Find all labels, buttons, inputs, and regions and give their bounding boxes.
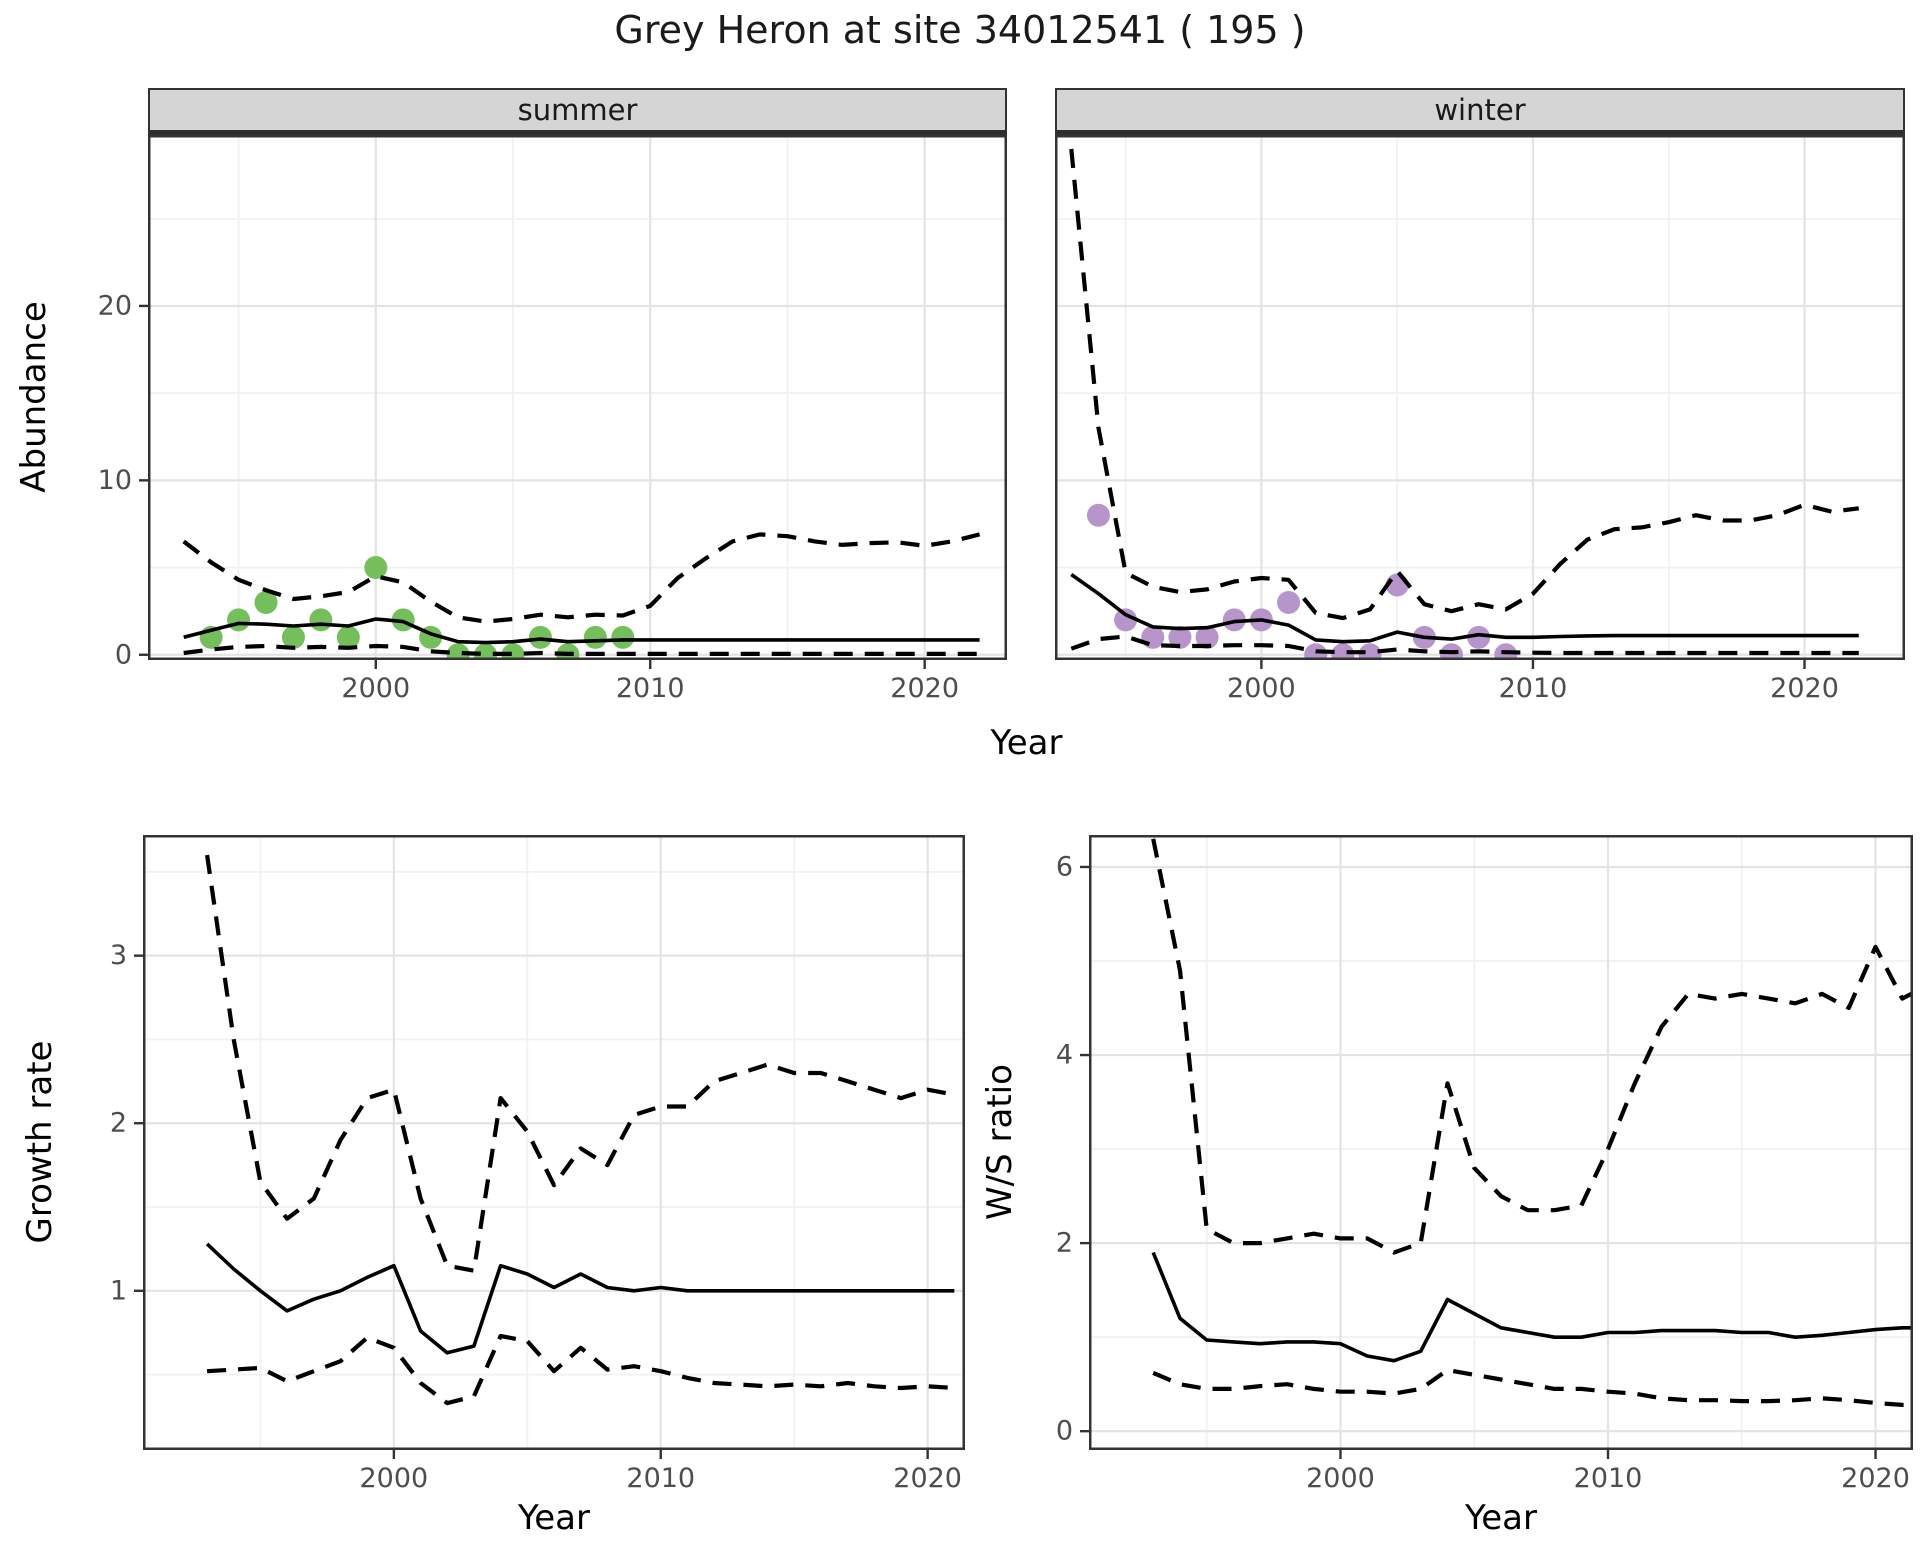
data-point-observed-count bbox=[1358, 643, 1382, 660]
data-point-observed-count bbox=[583, 625, 607, 649]
y-tick-label: 1 bbox=[110, 1275, 127, 1306]
x-tick-label: 2020 bbox=[1770, 673, 1839, 704]
y-tick-label: 0 bbox=[1056, 1416, 1073, 1447]
x-axis-title-year-bottom-left: Year bbox=[518, 1498, 590, 1538]
series-line-median bbox=[183, 617, 980, 645]
y-tick-label: 20 bbox=[98, 290, 132, 321]
series-line-median bbox=[1070, 573, 1859, 644]
facet-strip-summer: summer bbox=[148, 88, 1007, 135]
x-axis-title-year-bottom-right: Year bbox=[1465, 1498, 1537, 1538]
series-line-median bbox=[1151, 1251, 1913, 1363]
y-tick-label: 2 bbox=[110, 1108, 127, 1139]
data-point-observed-count bbox=[1195, 625, 1219, 649]
y-tick-label: 6 bbox=[1056, 851, 1073, 882]
x-tick-label: 2020 bbox=[890, 673, 959, 704]
data-point-observed-count bbox=[309, 608, 333, 632]
panel-background bbox=[1055, 135, 1905, 660]
data-point-observed-count bbox=[1439, 643, 1463, 660]
data-point-observed-count bbox=[1304, 643, 1328, 660]
y-tick-label: 2 bbox=[1056, 1228, 1073, 1259]
facet-strip-summer-label: summer bbox=[517, 93, 638, 127]
panel-ws-ratio: 2000 2010 2020 0 2 4 6 bbox=[1056, 835, 1913, 1494]
data-point-observed-count bbox=[281, 625, 305, 649]
series-line-lower-ci bbox=[1070, 634, 1859, 656]
x-tick-label: 2020 bbox=[893, 1463, 962, 1494]
series-line-upper-ci bbox=[182, 532, 981, 624]
data-point-observed-count bbox=[1494, 643, 1518, 660]
data-point-observed-count bbox=[1467, 625, 1491, 649]
data-point-observed-count bbox=[364, 556, 388, 580]
data-point-observed-count bbox=[336, 625, 360, 649]
x-tick-label: 2000 bbox=[360, 1463, 429, 1494]
panel-border bbox=[1089, 835, 1913, 1450]
data-point-observed-count bbox=[1168, 625, 1192, 649]
data-point-observed-count bbox=[227, 608, 251, 632]
y-axis-title-growth-rate: Growth rate bbox=[20, 1040, 60, 1244]
data-point-observed-count bbox=[1141, 625, 1165, 649]
series-line-lower-ci bbox=[1152, 1367, 1913, 1408]
panel-abundance-winter: 2000 2010 2020 bbox=[1055, 135, 1905, 704]
panel-border bbox=[148, 135, 1007, 660]
data-point-observed-count bbox=[446, 643, 470, 660]
x-tick-label: 2000 bbox=[341, 673, 410, 704]
data-point-observed-count bbox=[254, 590, 278, 614]
data-point-observed-count bbox=[1277, 590, 1301, 614]
series-line-median bbox=[205, 1242, 955, 1355]
data-point-observed-count bbox=[474, 643, 498, 660]
data-point-observed-count bbox=[1331, 643, 1355, 660]
x-tick-label: 2000 bbox=[1227, 673, 1296, 704]
y-tick-label: 3 bbox=[110, 940, 127, 971]
x-tick-label: 2010 bbox=[626, 1463, 695, 1494]
page-title: Grey Heron at site 34012541 ( 195 ) bbox=[614, 8, 1306, 52]
series-line-upper-ci bbox=[205, 854, 955, 1273]
x-tick-label: 2010 bbox=[1499, 673, 1568, 704]
panel-background bbox=[148, 135, 1007, 660]
y-tick-label: 0 bbox=[115, 639, 132, 670]
y-tick-label: 10 bbox=[98, 465, 132, 496]
facet-strip-winter: winter bbox=[1055, 88, 1905, 135]
x-tick-label: 2000 bbox=[1306, 1463, 1375, 1494]
data-point-observed-count bbox=[611, 625, 635, 649]
facet-strip-winter-label: winter bbox=[1434, 93, 1526, 127]
series-line-upper-ci bbox=[1069, 148, 1860, 621]
y-tick-label: 4 bbox=[1056, 1040, 1073, 1071]
series-line-upper-ci bbox=[1151, 838, 1913, 1255]
y-axis-title-abundance: Abundance bbox=[14, 301, 54, 493]
x-tick-label: 2010 bbox=[1574, 1463, 1643, 1494]
data-point-observed-count bbox=[1086, 503, 1110, 527]
panel-background bbox=[1089, 835, 1913, 1450]
panel-growth-rate: 2000 2010 2020 1 2 3 bbox=[110, 835, 965, 1494]
panel-border bbox=[143, 835, 965, 1450]
series-line-lower-ci bbox=[183, 643, 980, 657]
panel-background bbox=[143, 835, 965, 1450]
x-axis-title-year-top: Year bbox=[990, 723, 1063, 763]
x-tick-label: 2020 bbox=[1841, 1463, 1910, 1494]
data-point-observed-count bbox=[1114, 608, 1138, 632]
panel-border bbox=[1055, 135, 1905, 660]
y-axis-title-ws-ratio: W/S ratio bbox=[980, 1064, 1020, 1220]
series-line-lower-ci bbox=[206, 1333, 955, 1406]
x-tick-label: 2010 bbox=[616, 673, 685, 704]
panel-abundance-summer: 2000 2010 2020 0 10 20 bbox=[98, 135, 1007, 704]
